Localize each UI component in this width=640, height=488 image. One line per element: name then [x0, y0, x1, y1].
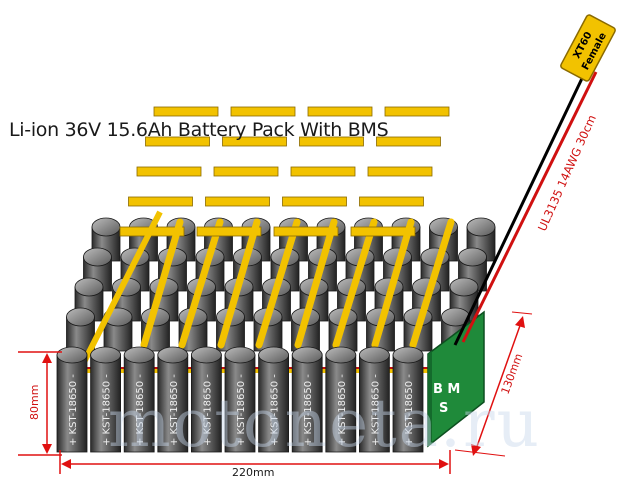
battery-cell: + KST-18650 - [56, 346, 88, 453]
front-cell-row: + KST-18650 - + KST-18650 - + KST-18650 - +… [56, 346, 424, 453]
battery-cell-top [466, 217, 496, 262]
battery-cell: + KST-18650 - [224, 346, 256, 453]
battery-cell: + KST-18650 - [392, 346, 424, 453]
battery-cell: + KST-18650 - [90, 346, 121, 453]
cell-label: + KST-18650 - [303, 374, 314, 446]
width-label: 220mm [232, 466, 274, 479]
cell-label: + KST-18650 - [337, 374, 348, 446]
nickel-strip-group [196, 106, 301, 349]
cell-label: + KST-18650 - [270, 374, 281, 446]
cell-label: + KST-18650 - [202, 374, 213, 446]
bms-label-line2: S [439, 401, 448, 416]
cell-label: + KST-18650 - [236, 374, 247, 446]
battery-cell: + KST-18650 - [291, 346, 323, 453]
cell-label: + KST-18650 - [404, 374, 415, 446]
cell-label: + KST-18650 - [102, 374, 113, 446]
cell-label: + KST-18650 - [370, 374, 381, 446]
page-title: Li-ion 36V 15.6Ah Battery Pack With BMS [9, 119, 389, 141]
battery-cell: + KST-18650 - [258, 346, 290, 453]
xt60-connector: XT60 Female [560, 14, 616, 82]
watermark: motoneta.ru [108, 385, 542, 462]
nickel-strip-group [350, 106, 455, 349]
dimension-height: 80mm [18, 351, 62, 456]
battery-cell: + KST-18650 - [358, 346, 390, 453]
height-label: 80mm [28, 385, 41, 420]
cell-label: + KST-18650 - [68, 374, 79, 446]
dimension-width: 220mm [59, 450, 451, 479]
bms-label-line1: B M [433, 382, 460, 397]
cell-label: + KST-18650 - [169, 374, 180, 446]
battery-cell: + KST-18650 - [190, 346, 222, 453]
battery-cell: + KST-18650 - [157, 346, 189, 453]
cell-label: + KST-18650 - [135, 374, 146, 446]
battery-cell-top [103, 307, 133, 352]
battery-cell: + KST-18650 - [123, 346, 155, 453]
battery-cell-top [66, 307, 95, 352]
nickel-strip-group [273, 106, 378, 349]
battery-cell: + KST-18650 - [325, 346, 357, 453]
